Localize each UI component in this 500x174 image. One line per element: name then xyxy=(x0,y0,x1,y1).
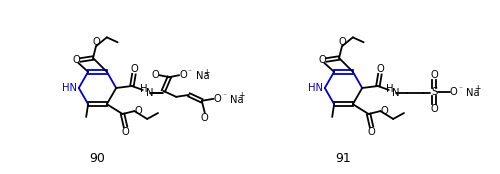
Text: H: H xyxy=(386,84,394,94)
Text: N: N xyxy=(146,88,154,98)
Text: Na: Na xyxy=(230,95,244,105)
Text: O: O xyxy=(430,104,438,114)
Text: O: O xyxy=(214,94,222,104)
Text: 90: 90 xyxy=(90,152,106,165)
Text: O: O xyxy=(338,37,346,47)
Text: ⁻: ⁻ xyxy=(222,91,226,100)
Text: H: H xyxy=(140,84,147,94)
Text: O: O xyxy=(450,87,458,97)
Text: O: O xyxy=(380,106,388,116)
Text: O: O xyxy=(134,106,142,116)
Text: HN: HN xyxy=(308,83,323,93)
Text: 91: 91 xyxy=(336,152,351,165)
Text: +: + xyxy=(474,84,480,93)
Text: Na: Na xyxy=(196,71,209,81)
Text: O: O xyxy=(430,70,438,80)
Text: ⁻: ⁻ xyxy=(458,84,462,93)
Text: ⁻: ⁻ xyxy=(188,68,192,77)
Text: Na: Na xyxy=(466,88,480,98)
Text: O: O xyxy=(318,55,326,65)
Text: O: O xyxy=(152,70,160,80)
Text: O: O xyxy=(92,37,100,47)
Text: N: N xyxy=(392,88,400,98)
Text: O: O xyxy=(130,64,138,74)
Text: S: S xyxy=(431,87,437,97)
Text: O: O xyxy=(179,70,187,80)
Text: O: O xyxy=(368,127,376,137)
Text: O: O xyxy=(376,64,384,74)
Text: +: + xyxy=(204,68,210,77)
Text: HN: HN xyxy=(62,83,77,93)
Text: O: O xyxy=(122,127,130,137)
Text: O: O xyxy=(201,113,208,122)
Text: +: + xyxy=(238,91,244,100)
Text: O: O xyxy=(72,55,80,65)
